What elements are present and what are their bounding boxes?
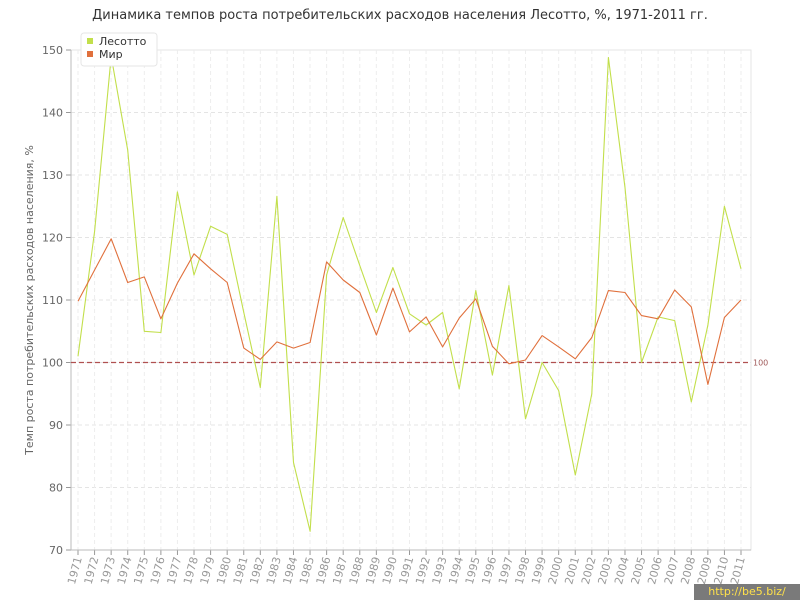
y-tick-label: 150 <box>42 44 63 57</box>
series-group <box>77 55 742 532</box>
y-axis-label: Темп роста потребительских расходов насе… <box>23 145 36 456</box>
series-line-lesotho <box>77 55 742 532</box>
y-tick-label: 70 <box>49 544 63 557</box>
legend-swatch <box>87 51 93 57</box>
y-axis: 70 80 90 100 110 120 130 140 150 <box>42 44 72 557</box>
legend-swatch <box>87 38 93 44</box>
reference-line: 100 <box>71 359 768 368</box>
y-tick-label: 140 <box>42 107 63 120</box>
y-tick-label: 90 <box>49 419 63 432</box>
legend-label: Мир <box>99 48 123 61</box>
grid-lines <box>71 49 751 551</box>
x-axis: 1971197219731974197519761977197819791980… <box>65 549 751 586</box>
y-tick-label: 100 <box>42 357 63 370</box>
y-tick-label: 110 <box>42 294 63 307</box>
series-line-world <box>77 238 742 385</box>
y-tick-label: 120 <box>42 232 63 245</box>
watermark-link[interactable]: http://be5.biz/ <box>694 584 800 600</box>
reference-line-label: 100 <box>753 359 768 368</box>
legend-box <box>80 32 158 67</box>
x-tick-label: 2011 <box>728 555 748 585</box>
legend-label: Лесотто <box>99 35 147 48</box>
chart-title: Динамика темпов роста потребительских ра… <box>92 8 708 23</box>
y-tick-label: 130 <box>42 169 63 182</box>
y-tick-label: 80 <box>49 482 63 495</box>
